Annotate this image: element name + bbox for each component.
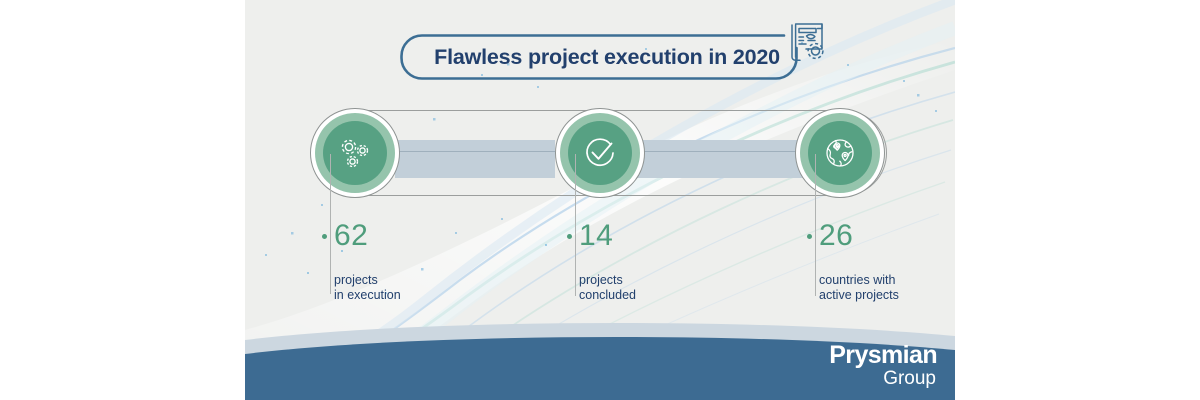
stat-block-projects-in-execution: 62 projects in execution <box>321 218 501 303</box>
stat-circle-projects-concluded[interactable] <box>555 108 645 198</box>
circle-ring <box>315 113 395 193</box>
stat-value: 62 <box>334 219 369 252</box>
connector-drop-line-1 <box>330 154 331 294</box>
stat-circle-projects-in-execution[interactable] <box>310 108 400 198</box>
connector-drop-line-3 <box>815 154 816 296</box>
stat-value-row: 26 <box>806 218 955 254</box>
stat-block-countries-active: 26 countries with active projects <box>806 218 955 303</box>
document-gear-icon <box>791 23 824 61</box>
title-frame-border <box>400 34 798 80</box>
stat-value-row: 62 <box>321 218 501 254</box>
logo-wordmark: Prysmian <box>829 341 937 369</box>
circle-disc <box>568 121 632 185</box>
stat-value-row: 14 <box>566 218 746 254</box>
bullet-dot-icon <box>322 233 327 239</box>
stat-block-projects-concluded: 14 projects concluded <box>566 218 746 303</box>
page-title: Flawless project execution in 2020 <box>434 45 780 69</box>
circle-ring <box>560 113 640 193</box>
bullet-dot-icon <box>567 233 572 239</box>
stat-label: countries with active projects <box>819 273 899 302</box>
stat-label: projects concluded <box>579 273 636 302</box>
circle-ring <box>800 113 880 193</box>
prysmian-group-logo: Prysmian Group <box>829 341 937 389</box>
footer-band <box>245 322 955 400</box>
connector-bar-divider-right <box>630 151 805 152</box>
infographic-canvas: Flawless project execution in 2020 <box>245 0 955 400</box>
stat-value: 14 <box>579 219 614 252</box>
connector-bar-right <box>630 140 805 178</box>
stat-circle-countries-active[interactable] <box>795 108 885 198</box>
logo-subtext: Group <box>883 368 936 389</box>
gears-icon <box>341 139 369 168</box>
title-container: Flawless project execution in 2020 <box>400 34 820 80</box>
stat-value: 26 <box>819 219 854 252</box>
globe-pins-icon <box>826 139 854 167</box>
check-circle-icon <box>586 138 614 167</box>
circle-disc <box>323 121 387 185</box>
circle-disc <box>808 121 872 185</box>
stat-label: projects in execution <box>334 273 401 302</box>
connector-bar-divider-left <box>395 151 555 152</box>
connector-bar-left <box>395 140 555 178</box>
bullet-dot-icon <box>807 233 812 239</box>
connector-drop-line-2 <box>575 154 576 296</box>
